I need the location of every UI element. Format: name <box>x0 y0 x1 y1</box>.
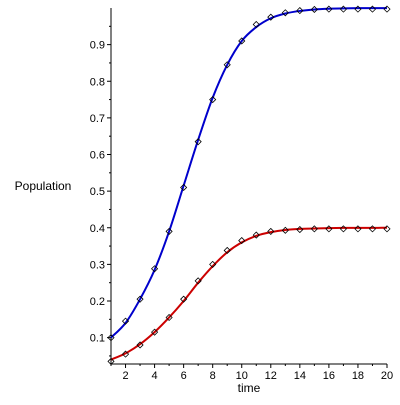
data-point <box>136 341 144 349</box>
series-line-2 <box>110 226 388 361</box>
y-tick-label: 0.2 <box>90 296 105 308</box>
x-tick-label: 4 <box>152 370 158 382</box>
data-point <box>296 226 304 234</box>
data-point <box>354 225 362 233</box>
data-point <box>121 350 130 358</box>
data-point <box>368 225 377 233</box>
x-tick-label: 14 <box>294 370 306 382</box>
x-tick-label: 12 <box>265 370 277 382</box>
data-point <box>151 265 159 273</box>
data-point <box>107 357 115 366</box>
data-point <box>180 295 188 303</box>
data-point <box>223 246 231 255</box>
y-tick-label: 0.4 <box>90 223 105 235</box>
data-point <box>281 226 289 234</box>
data-point <box>238 237 246 245</box>
data-point <box>107 334 115 342</box>
data-point <box>180 183 188 192</box>
data-point <box>339 225 347 233</box>
data-point <box>252 231 260 239</box>
data-point <box>209 95 217 104</box>
y-axis-label: Population <box>15 179 72 193</box>
data-point <box>223 61 231 69</box>
data-point <box>252 20 260 29</box>
data-point <box>238 37 246 45</box>
data-point <box>281 9 289 17</box>
x-tick-label: 10 <box>236 370 248 382</box>
data-point <box>310 5 318 14</box>
data-point <box>383 5 391 13</box>
data-point <box>165 227 173 235</box>
data-point <box>383 225 391 233</box>
x-tick-label: 2 <box>122 370 128 382</box>
data-point <box>194 138 202 146</box>
x-tick-label: 20 <box>381 370 393 382</box>
y-tick-label: 0.5 <box>90 186 105 198</box>
y-tick-label: 0.6 <box>90 150 105 162</box>
x-tick-label: 16 <box>323 370 335 382</box>
x-tick-label: 6 <box>181 370 187 382</box>
data-point <box>310 225 318 233</box>
data-point <box>339 5 347 13</box>
y-tick-label: 0.8 <box>90 76 105 88</box>
data-point <box>165 313 173 322</box>
y-tick-label: 0.1 <box>90 333 105 345</box>
data-point <box>209 260 217 268</box>
x-tick-label: 8 <box>210 370 216 382</box>
data-point <box>136 295 144 303</box>
x-tick-label: 18 <box>352 370 364 382</box>
data-point <box>267 227 275 235</box>
data-point <box>325 225 333 233</box>
y-tick-label: 0.7 <box>90 113 105 125</box>
series-line-0 <box>110 7 388 339</box>
data-point <box>354 5 362 13</box>
series-layer <box>107 5 391 366</box>
data-point <box>151 328 159 336</box>
x-axis-label: time <box>238 381 261 395</box>
data-point <box>368 5 377 13</box>
data-point <box>194 277 202 285</box>
data-point <box>267 13 275 21</box>
y-tick-label: 0.9 <box>90 40 105 52</box>
y-tick-label: 0.3 <box>90 259 105 271</box>
data-point <box>121 317 130 325</box>
data-point <box>325 5 333 13</box>
data-point <box>296 6 304 15</box>
axes: 0.1 0.2 0.3 0.4 0.5 0.6 0.7 0.8 0.9 2 4 6 8 10 12 14 16 1… <box>90 8 393 382</box>
